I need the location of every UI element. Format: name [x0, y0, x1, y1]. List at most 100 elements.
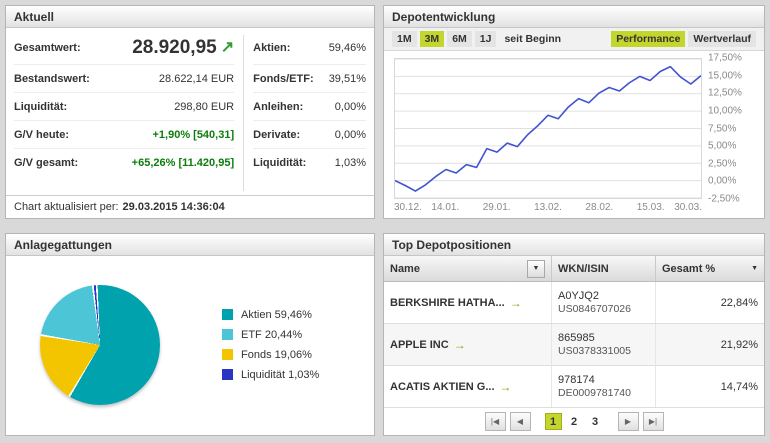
next-page-button[interactable]: ▶	[617, 412, 639, 431]
alloc-value: 0,00%	[334, 128, 366, 141]
column-label-gesamt: Gesamt %	[662, 262, 716, 275]
position-gesamt: 21,92%	[720, 338, 758, 351]
column-header-wkn-isin[interactable]: WKN/ISIN	[552, 256, 656, 281]
positions-table-header: Name ▼ WKN/ISIN Gesamt % ▼	[384, 256, 764, 282]
column-header-gesamt[interactable]: Gesamt % ▼	[656, 256, 764, 281]
column-header-name[interactable]: Name ▼	[384, 256, 552, 281]
position-name: BERKSHIRE HATHA...	[390, 296, 505, 309]
x-tick-label: 30.03.	[674, 202, 702, 213]
legend-label: ETF 20,44%	[241, 328, 303, 341]
trend-up-icon: ↗	[220, 38, 235, 56]
alloc-label: Derivate:	[253, 128, 301, 141]
performance-plot	[394, 58, 702, 199]
tab-seit-beginn[interactable]: seit Beginn	[504, 33, 562, 45]
alloc-value: 39,51%	[328, 72, 366, 85]
y-tick-label: 5,00%	[708, 140, 737, 152]
stat-row-gv-gesamt: G/V gesamt: +65,26% [11.420,95]	[14, 149, 234, 176]
position-gesamt-cell: 14,74%	[656, 366, 764, 407]
stat-row-liquiditaet: Liquidität: 298,80 EUR	[14, 93, 235, 121]
tab-1m[interactable]: 1M	[392, 31, 417, 47]
alloc-label: Aktien:	[253, 41, 291, 54]
go-arrow-icon: →	[453, 337, 466, 352]
alloc-label: Fonds/ETF:	[253, 72, 314, 85]
position-link[interactable]: ACATIS AKTIEN G... →	[390, 380, 512, 394]
page-button-1[interactable]: 1	[544, 413, 562, 430]
y-tick-label: 12,50%	[708, 87, 742, 99]
position-link[interactable]: BERKSHIRE HATHA... →	[390, 296, 522, 310]
chart-updated-label: Chart aktualisiert per:	[14, 201, 119, 213]
view-performance[interactable]: Performance	[611, 31, 686, 47]
alloc-row-anleihen: Anleihen: 0,00%	[253, 93, 366, 121]
page-button-2[interactable]: 2	[570, 415, 578, 428]
table-row: APPLE INC → 865985 US0378331005 21,92%	[384, 324, 764, 366]
panel-aktuell-header: Aktuell	[6, 6, 374, 28]
panel-aktuell: Aktuell Gesamtwert: 28.920,95 ↗ Bestands…	[5, 5, 375, 219]
anlage-body: Aktien 59,46% ETF 20,44% Fonds 19,06% Li…	[6, 256, 374, 435]
x-axis-labels: 30.12. 14.01. 29.01. 13.02. 28.02. 15.03. 30.0…	[394, 199, 702, 215]
tab-3m[interactable]: 3M	[419, 31, 445, 47]
alloc-value: 0,00%	[334, 100, 366, 113]
table-row: ACATIS AKTIEN G... → 978174 DE0009781740…	[384, 366, 764, 408]
y-tick-label: 17,50%	[708, 52, 742, 64]
panel-depotentwicklung: Depotentwicklung 1M 3M 6M 1J seit Beginn…	[383, 5, 765, 219]
alloc-value: 59,46%	[328, 41, 366, 54]
stat-value-positive: +1,90% [540,31]	[152, 128, 235, 141]
tab-6m[interactable]: 6M	[447, 31, 472, 47]
legend-label: Fonds 19,06%	[241, 348, 312, 361]
page-button-3[interactable]: 3	[591, 415, 599, 428]
legend-label: Aktien 59,46%	[241, 308, 312, 321]
position-wkn: 978174	[558, 373, 595, 386]
stat-label: Gesamtwert:	[14, 41, 81, 54]
position-wkn-cell: 978174 DE0009781740	[552, 366, 656, 407]
panel-anlagegattungen: Anlagegattungen Aktien 59,46% ETF 20,44%…	[5, 233, 375, 436]
gesamtwert-number: 28.920,95	[132, 36, 217, 58]
view-wertverlauf[interactable]: Wertverlauf	[688, 31, 756, 47]
aktuell-allocation-column: Aktien: 59,46% Fonds/ETF: 39,51% Anleihe…	[244, 31, 366, 195]
stat-label: Liquidität:	[14, 100, 68, 113]
pagination: |◀ ◀ 1 2 3 ▶ ▶|	[384, 408, 764, 435]
stat-value: 28.622,14 EUR	[158, 72, 235, 85]
stat-value-positive: +65,26% [11.420,95]	[131, 156, 235, 169]
go-arrow-icon: →	[499, 379, 512, 394]
stat-value: 298,80 EUR	[174, 100, 235, 113]
position-name-cell: ACATIS AKTIEN G... →	[384, 366, 552, 407]
x-tick-label: 13.02.	[534, 202, 562, 213]
performance-chart-area: 17,50% 15,00% 12,50% 10,00% 7,50% 5,00% 2,50% 0…	[384, 51, 764, 218]
stat-row-bestandswert: Bestandswert: 28.622,14 EUR	[14, 65, 235, 93]
alloc-row-liquiditaet: Liquidität: 1,03%	[253, 149, 366, 176]
prev-page-button[interactable]: ◀	[509, 412, 531, 431]
legend-label: Liquidität 1,03%	[241, 368, 320, 381]
last-page-button[interactable]: ▶|	[642, 412, 664, 431]
performance-chart-main: 17,50% 15,00% 12,50% 10,00% 7,50% 5,00% 2,50% 0…	[394, 53, 756, 205]
alloc-label: Anleihen:	[253, 100, 304, 113]
x-tick-label: 29.01.	[482, 202, 511, 213]
alloc-row-derivate: Derivate: 0,00%	[253, 121, 366, 149]
position-isin: US0378331005	[558, 344, 631, 357]
tab-1j[interactable]: 1J	[474, 31, 497, 47]
panel-anlagegattungen-title: Anlagegattungen	[14, 237, 112, 252]
stat-value-gesamtwert: 28.920,95 ↗	[132, 37, 234, 59]
panel-depotentwicklung-title: Depotentwicklung	[392, 9, 496, 24]
sort-down-icon: ▼	[532, 265, 540, 272]
x-tick-label: 15.03.	[636, 202, 665, 213]
position-link[interactable]: APPLE INC →	[390, 338, 466, 352]
panel-top-depotpositionen-title: Top Depotpositionen	[392, 237, 512, 252]
legend-item-fonds: Fonds 19,06%	[222, 349, 319, 361]
period-tabbar: 1M 3M 6M 1J seit Beginn Performance Wert…	[384, 28, 764, 51]
panel-anlagegattungen-header: Anlagegattungen	[6, 234, 374, 256]
stat-row-gesamtwert: Gesamtwert: 28.920,95 ↗	[14, 31, 235, 65]
panel-top-depotpositionen: Top Depotpositionen Name ▼ WKN/ISIN Gesa…	[383, 233, 765, 436]
alloc-row-aktien: Aktien: 59,46%	[253, 31, 366, 65]
panel-depotentwicklung-header: Depotentwicklung	[384, 6, 764, 28]
liquiditaet-swatch-icon	[222, 369, 233, 380]
stat-label: G/V gesamt:	[14, 156, 79, 169]
name-sort-dropdown[interactable]: ▼	[527, 259, 545, 278]
position-name: ACATIS AKTIEN G...	[390, 380, 495, 393]
chart-updated-footer: Chart aktualisiert per: 29.03.2015 14:36…	[6, 195, 374, 218]
x-tick-label: 14.01.	[431, 202, 460, 213]
position-isin: DE0009781740	[558, 386, 631, 399]
position-gesamt-cell: 21,92%	[656, 324, 764, 365]
first-page-button[interactable]: |◀	[484, 412, 506, 431]
y-axis-labels: 17,50% 15,00% 12,50% 10,00% 7,50% 5,00% 2,50% 0…	[708, 53, 756, 205]
